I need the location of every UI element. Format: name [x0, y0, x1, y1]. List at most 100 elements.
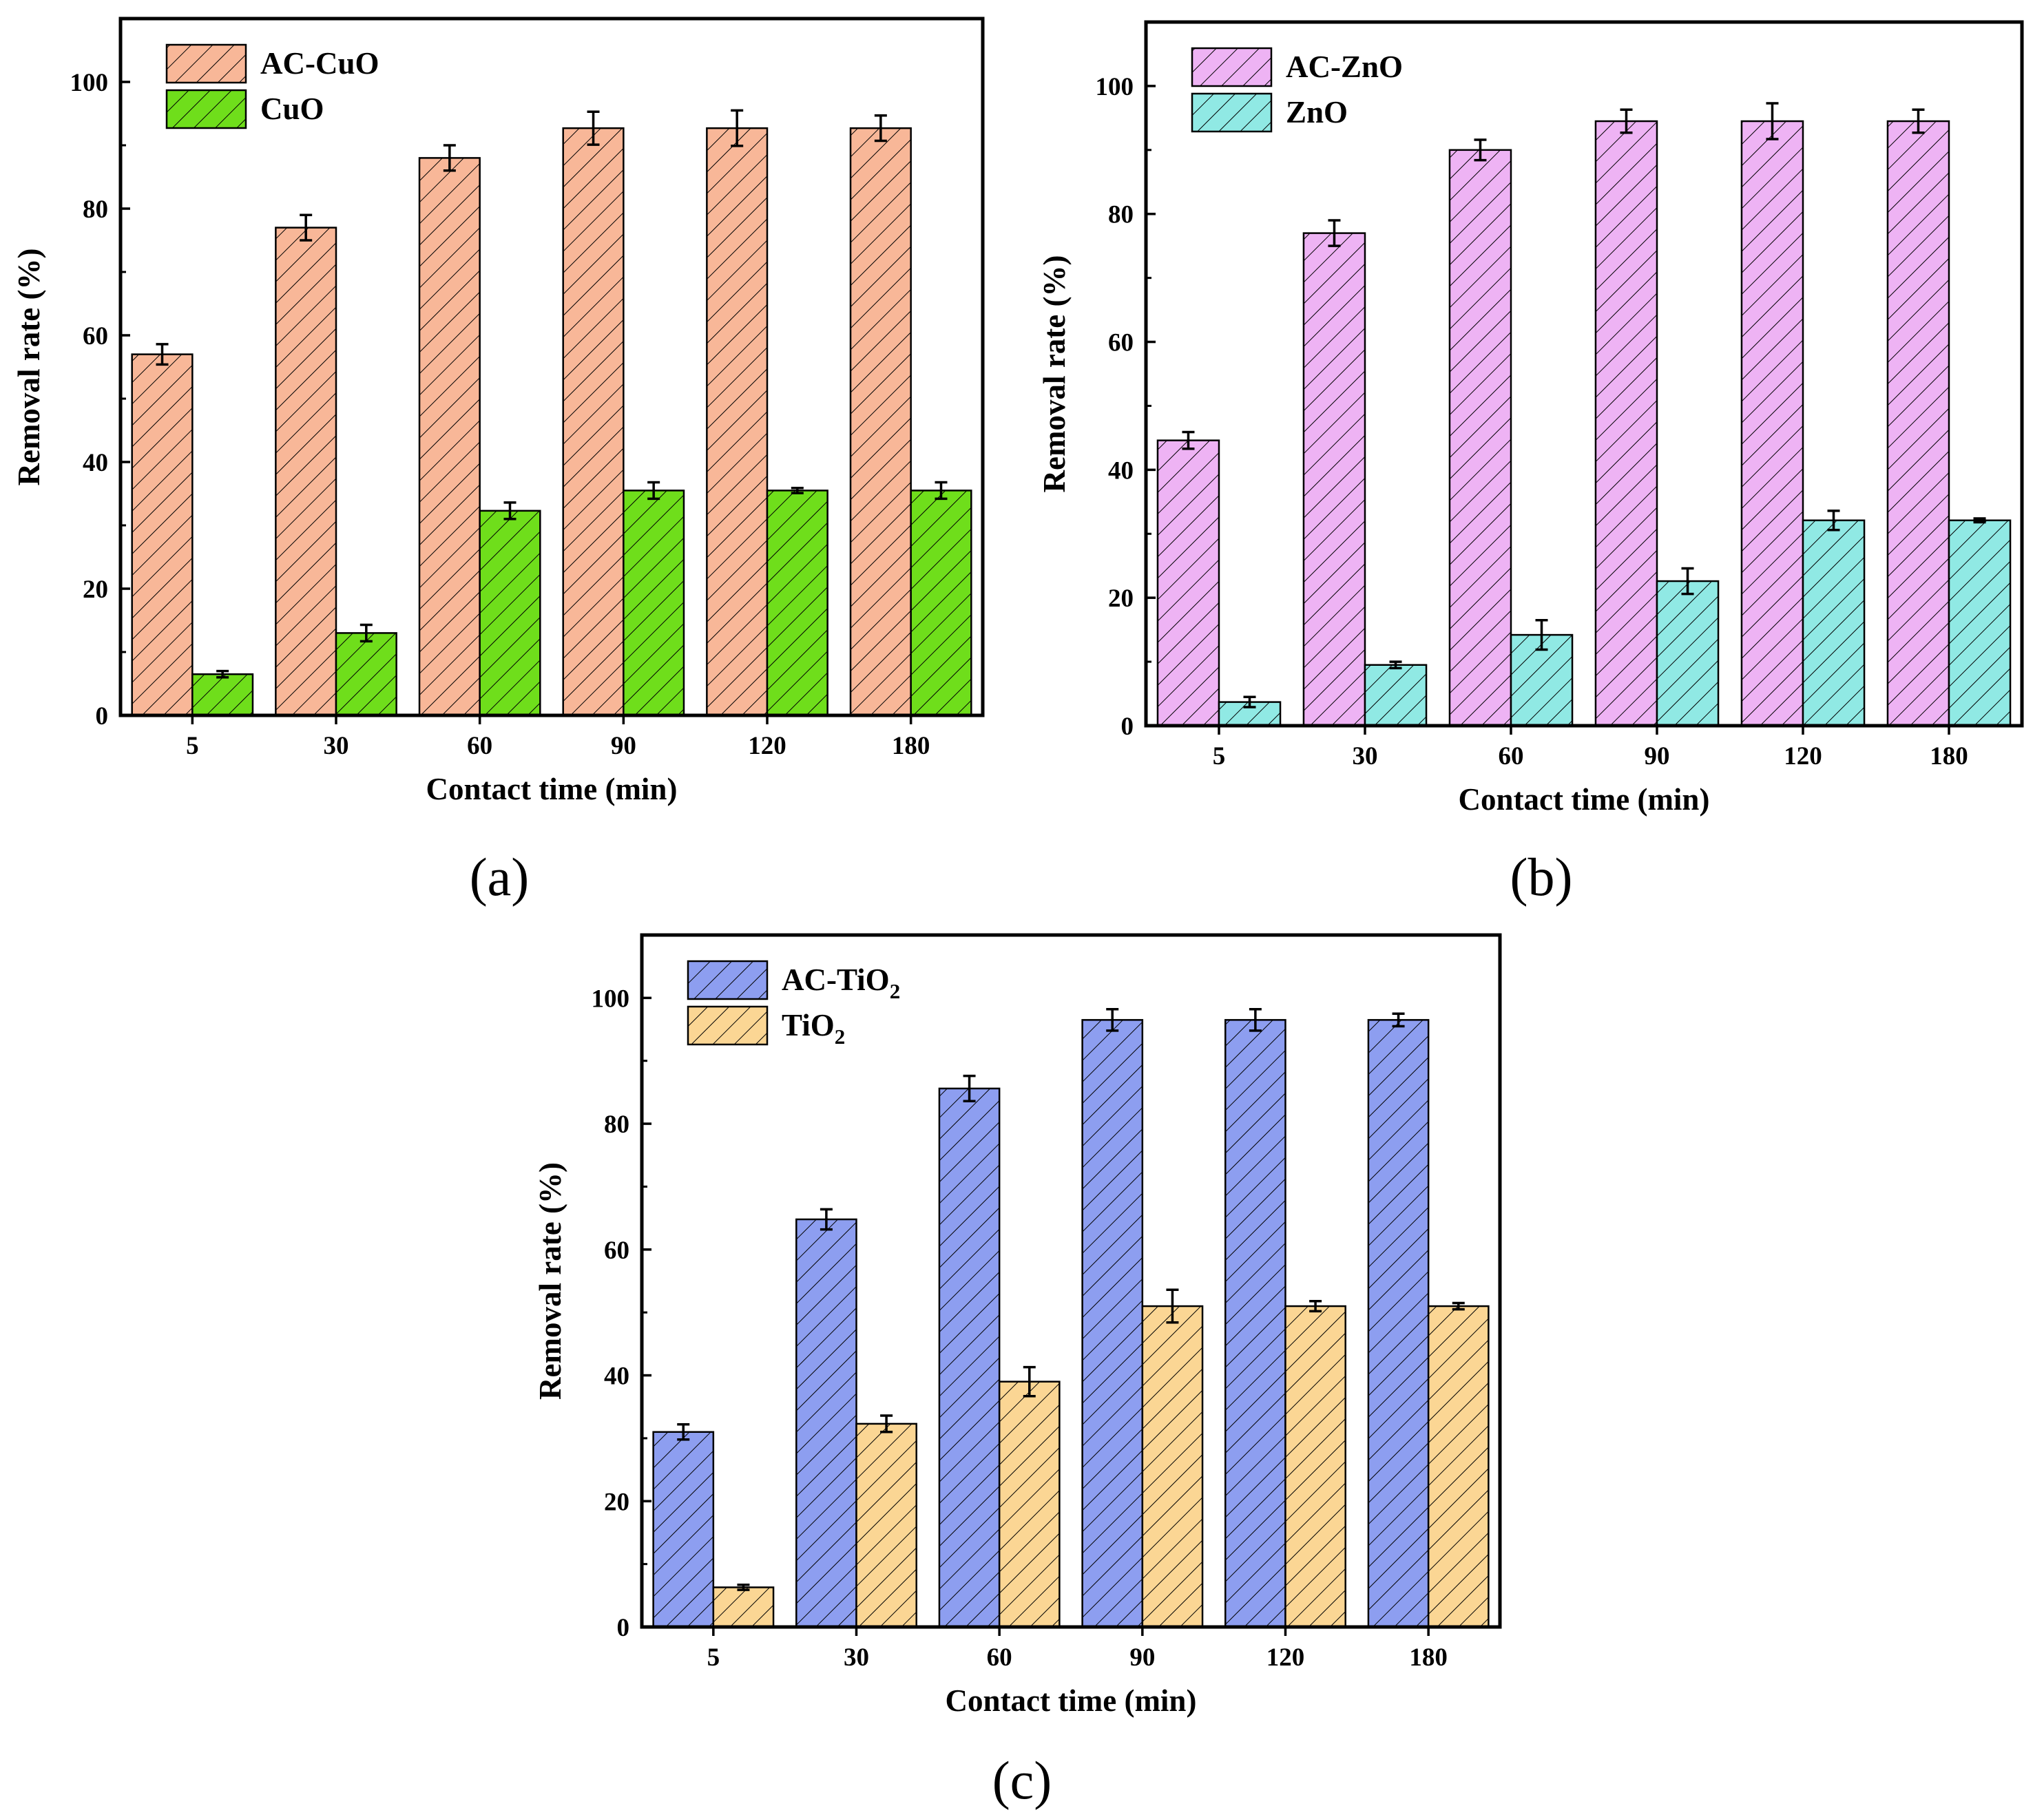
- panel-b-bar-hatch: [1886, 120, 1950, 727]
- panel-b-error-bar: [1328, 219, 1341, 247]
- panel-a-legend-swatch-hatch: [165, 43, 247, 84]
- panel-b-bar-hatch: [1594, 120, 1658, 727]
- panel-b-x-tick-label: 90: [1645, 742, 1670, 770]
- panel-a-y-axis-title: Removal rate (%): [12, 249, 46, 486]
- panel-a-y-tick-label: 60: [83, 322, 108, 350]
- panel-a-y-tick-label: 80: [83, 196, 108, 224]
- panel-a-error-bar: [359, 623, 373, 643]
- panel-c-legend-swatch-hatch: [687, 1005, 769, 1046]
- panel-a-bar-hatch: [275, 227, 337, 717]
- panel-c-bar-hatch: [1367, 1019, 1430, 1628]
- panel-a-error-bar: [731, 109, 744, 147]
- panel-c-bar: [652, 1431, 715, 1628]
- panel-a-error-bar: [647, 481, 660, 501]
- panel-c-bar-hatch: [1284, 1305, 1346, 1628]
- panel-a-x-tick-label: 5: [186, 732, 199, 760]
- panel-b-bar-hatch: [1156, 439, 1220, 727]
- panel-c-bar: [998, 1380, 1061, 1628]
- panel-a-error-bar: [503, 501, 517, 521]
- panel-b-error-bar: [1827, 510, 1840, 532]
- panel-b-x-axis-title: Contact time (min): [1459, 782, 1710, 817]
- panel-a-error-bar: [300, 213, 313, 242]
- panel-b-error-bar: [1182, 430, 1195, 450]
- panel-b-bar-hatch: [1948, 519, 2012, 727]
- panel-b-x-tick-label: 30: [1353, 742, 1378, 770]
- panel-a-bar-hatch: [849, 127, 912, 717]
- panel-a-legend-item: CuO: [165, 89, 324, 129]
- panel-b-y-tick-label: 100: [1096, 73, 1134, 101]
- panel-b-bar: [1594, 120, 1658, 727]
- panel-a-bar: [849, 127, 912, 717]
- panel-b-bar-hatch: [1448, 149, 1512, 727]
- panel-c-bar-hatch: [652, 1431, 715, 1628]
- panel-c-error-bar: [1106, 1008, 1119, 1032]
- panel-b-chart: 0 20 40 60 80 100 5 30 60 90 120 180 Contact time (m…: [1037, 20, 2024, 817]
- panel-a-bar-hatch: [335, 632, 397, 717]
- panel-a-error-bar: [587, 110, 600, 146]
- panel-a-error-bar: [791, 486, 804, 494]
- panel-b-y-axis-title: Removal rate (%): [1037, 255, 1072, 493]
- panel-b-bar-hatch: [1740, 120, 1804, 727]
- panel-b-error-bar: [1535, 618, 1548, 651]
- panel-c-bar-hatch: [1141, 1305, 1204, 1628]
- panel-a-bar: [275, 227, 337, 717]
- panel-c-bar-hatch: [795, 1218, 857, 1628]
- panel-c-bar: [1081, 1019, 1144, 1628]
- panel-a-bar: [910, 490, 972, 717]
- panel-b-error-bar: [1474, 138, 1487, 162]
- panel-b-bar-hatch: [1802, 519, 1866, 727]
- panel-c-bar: [712, 1586, 775, 1628]
- panel-c-error-bar: [820, 1208, 833, 1231]
- panel-c-y-tick-label: 0: [617, 1614, 630, 1642]
- panel-c-plot-frame: [640, 933, 1502, 1629]
- panel-c-error-bar: [1166, 1288, 1179, 1324]
- panel-b-bar-hatch: [1218, 701, 1282, 727]
- panel-a-error-bar: [443, 144, 456, 172]
- panel-a-legend-item: AC-CuO: [165, 43, 379, 84]
- panel-a-x-tick-label: 90: [611, 732, 636, 760]
- panel-a-bar-hatch: [418, 157, 481, 717]
- panel-c-bar: [1284, 1305, 1346, 1628]
- panel-c-error-bar: [963, 1074, 976, 1102]
- panel-b-bar: [1448, 149, 1512, 727]
- panel-c-bar-hatch: [1224, 1019, 1286, 1628]
- panel-a-label: (a): [470, 847, 530, 907]
- panel-b-error-bar: [1973, 517, 1986, 524]
- panel-b-error-bar: [1912, 108, 1925, 134]
- panel-c-label: (c): [992, 1750, 1052, 1810]
- panel-b-bar: [1740, 120, 1804, 727]
- panel-a-x-tick-label: 180: [892, 732, 930, 760]
- panel-c-error-bar: [1249, 1008, 1262, 1032]
- panel-b-error-bar: [1766, 102, 1779, 140]
- panel-c-error-bar: [677, 1423, 690, 1441]
- panel-a-error-bar: [874, 114, 887, 143]
- panel-c-error-bar: [737, 1584, 750, 1591]
- panel-c-legend-label: AC-TiO2: [782, 963, 900, 1003]
- panel-b-legend-swatch-hatch: [1191, 92, 1273, 133]
- panel-a-y-tick-label: 100: [70, 69, 109, 97]
- panel-a-bar-hatch: [623, 490, 685, 717]
- panel-c-legend-label: TiO2: [782, 1008, 845, 1049]
- panel-b-error-bar: [1389, 660, 1402, 670]
- panel-a-error-bar: [216, 669, 229, 679]
- panel-c-legend-item: TiO2: [687, 1005, 845, 1049]
- panel-b-bar: [1886, 120, 1950, 727]
- panel-c-error-bar: [1452, 1301, 1465, 1311]
- panel-a-bar: [706, 127, 769, 717]
- panel-c-error-bar: [1023, 1365, 1036, 1398]
- panel-a-error-bar: [156, 343, 169, 366]
- panel-b-legend-item: AC-ZnO: [1191, 47, 1403, 87]
- panel-a-bar: [623, 490, 685, 717]
- panel-b-label: (b): [1510, 847, 1573, 907]
- panel-c-bar: [1224, 1019, 1286, 1628]
- panel-c-x-tick-label: 120: [1266, 1643, 1305, 1672]
- panel-c-error-bar: [880, 1414, 893, 1433]
- panel-a-chart: 0 20 40 60 80 100 5 30 60 90 120 180 Contact time (m…: [12, 17, 985, 806]
- panel-c-legend-item: AC-TiO2: [687, 960, 900, 1003]
- panel-b-x-tick-label: 120: [1784, 742, 1822, 770]
- panel-b-legend-label: AC-ZnO: [1286, 50, 1403, 84]
- panel-c-bar-hatch: [712, 1586, 775, 1628]
- panel-b-plot-frame: [1144, 20, 2024, 728]
- panel-c-x-tick-label: 5: [707, 1643, 720, 1672]
